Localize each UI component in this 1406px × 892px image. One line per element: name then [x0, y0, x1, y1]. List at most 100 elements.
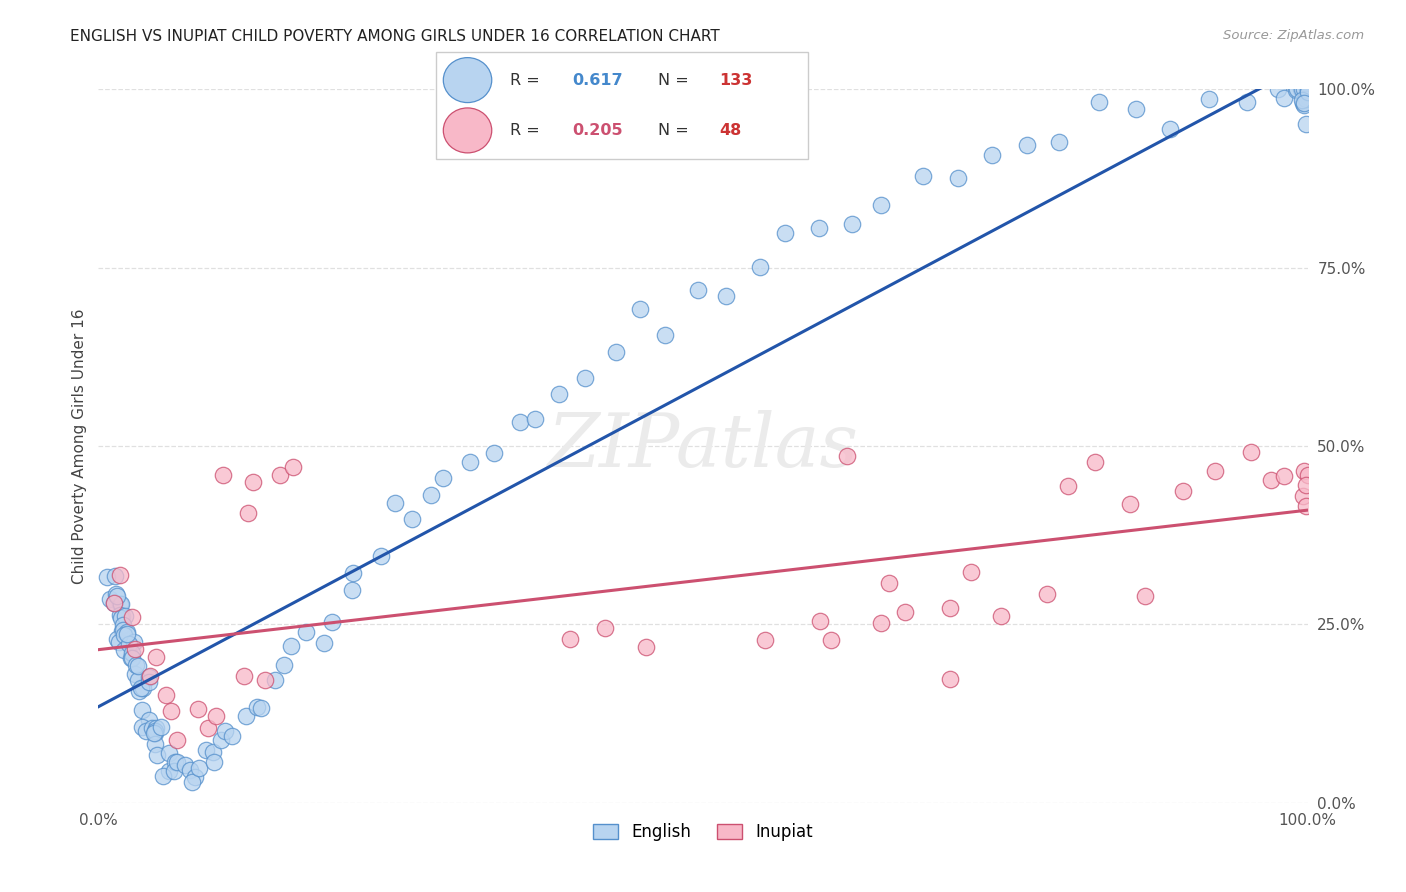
Point: [197, 721, 219, 735]
Point: [1292, 95, 1315, 110]
Point: [103, 596, 125, 610]
Text: Source: ZipAtlas.com: Source: ZipAtlas.com: [1223, 29, 1364, 42]
Point: [1198, 92, 1220, 106]
Point: [1135, 590, 1157, 604]
Point: [209, 733, 232, 747]
Point: [1296, 87, 1319, 102]
Point: [221, 729, 243, 743]
Point: [280, 639, 302, 653]
Point: [1295, 499, 1317, 513]
Point: [312, 636, 335, 650]
Point: [111, 617, 134, 632]
Point: [124, 667, 146, 681]
Point: [1296, 467, 1319, 482]
Point: [1292, 489, 1315, 503]
Point: [269, 468, 291, 483]
Point: [143, 725, 166, 739]
Point: [1295, 92, 1317, 106]
Point: [1296, 83, 1319, 97]
Point: [370, 549, 392, 563]
Point: [181, 775, 204, 789]
Text: 0.617: 0.617: [572, 72, 623, 87]
Point: [195, 743, 218, 757]
Text: N =: N =: [658, 72, 689, 87]
Point: [1296, 82, 1319, 96]
Point: [1125, 102, 1147, 116]
Point: [120, 651, 142, 665]
Point: [981, 147, 1004, 161]
Point: [1291, 93, 1313, 107]
Point: [636, 640, 658, 655]
Point: [250, 701, 273, 715]
Ellipse shape: [443, 58, 492, 103]
Point: [1294, 95, 1316, 109]
Point: [174, 758, 197, 772]
Point: [401, 512, 423, 526]
Point: [108, 608, 131, 623]
Point: [1159, 122, 1181, 136]
Point: [1296, 82, 1319, 96]
Point: [1272, 469, 1295, 483]
Point: [432, 471, 454, 485]
Point: [142, 726, 165, 740]
Point: [820, 633, 842, 648]
Point: [1295, 478, 1317, 492]
Point: [754, 633, 776, 648]
Point: [131, 703, 153, 717]
Point: [118, 637, 141, 651]
Point: [524, 412, 547, 426]
Point: [1296, 89, 1319, 103]
Point: [121, 610, 143, 624]
Point: [946, 170, 969, 185]
Point: [321, 615, 343, 630]
Point: [560, 632, 582, 646]
Point: [105, 632, 128, 646]
Point: [1296, 85, 1319, 99]
Point: [110, 567, 132, 582]
Point: [212, 467, 235, 482]
Point: [111, 623, 134, 637]
Point: [281, 459, 304, 474]
Point: [911, 169, 934, 183]
Point: [273, 657, 295, 672]
Point: [98, 591, 121, 606]
Point: [1240, 444, 1263, 458]
Point: [145, 721, 167, 735]
Text: 133: 133: [718, 72, 752, 87]
Point: [509, 415, 531, 429]
Point: [138, 713, 160, 727]
Point: [1296, 82, 1319, 96]
Point: [716, 289, 738, 303]
Point: [233, 669, 256, 683]
Point: [1017, 138, 1039, 153]
Point: [894, 605, 917, 619]
Point: [1047, 135, 1070, 149]
Point: [938, 673, 960, 687]
Point: [202, 745, 225, 759]
Point: [1296, 82, 1319, 96]
Point: [1285, 82, 1308, 96]
Point: [1296, 82, 1319, 96]
Point: [202, 755, 225, 769]
Point: [254, 673, 277, 688]
Point: [124, 642, 146, 657]
Point: [1056, 479, 1078, 493]
Point: [870, 616, 893, 631]
Legend: English, Inupiat: English, Inupiat: [586, 817, 820, 848]
Text: 48: 48: [718, 123, 741, 138]
Point: [135, 723, 157, 738]
Point: [1236, 95, 1258, 109]
Point: [295, 624, 318, 639]
Point: [1291, 82, 1313, 96]
Point: [841, 217, 863, 231]
Point: [605, 345, 627, 359]
Point: [114, 609, 136, 624]
Point: [1285, 83, 1308, 97]
Point: [808, 220, 831, 235]
Text: ZIPatlas: ZIPatlas: [547, 409, 859, 483]
Point: [163, 755, 186, 769]
Text: R =: R =: [510, 72, 540, 87]
Point: [939, 600, 962, 615]
Point: [163, 764, 186, 778]
Point: [246, 699, 269, 714]
